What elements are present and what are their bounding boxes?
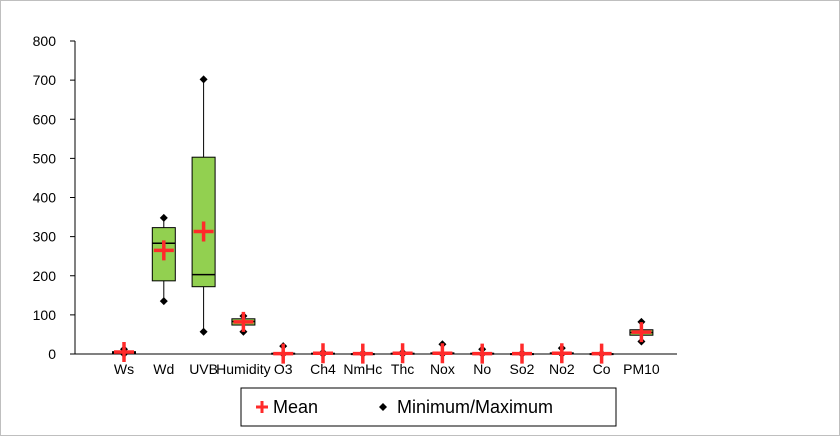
y-tick-label: 300 (33, 229, 57, 245)
legend-minmax-label: Minimum/Maximum (397, 397, 553, 417)
legend-mean-label: Mean (273, 397, 318, 417)
x-tick-label: So2 (510, 361, 535, 377)
mean-marker (114, 342, 134, 363)
mean-marker (313, 343, 333, 364)
mean-marker (591, 343, 612, 364)
x-tick-label: Thc (391, 361, 414, 377)
min-marker (199, 327, 208, 336)
mean-marker (352, 343, 373, 364)
legend-box (240, 387, 617, 427)
x-tick-label: Nox (430, 361, 455, 377)
x-tick-label: Wd (153, 361, 174, 377)
mean-marker (153, 240, 174, 261)
y-tick-label: 600 (33, 111, 57, 127)
mean-marker (472, 343, 493, 364)
mean-marker (512, 343, 532, 364)
y-tick-label: 500 (33, 150, 57, 166)
x-tick-label: O3 (274, 361, 293, 377)
mean-marker (551, 343, 572, 364)
y-tick-label: 700 (33, 72, 57, 88)
x-tick-label: No2 (549, 361, 575, 377)
min-marker (159, 297, 168, 306)
legend-mean-marker (256, 401, 268, 413)
y-tick-label: 100 (33, 307, 57, 323)
mean-marker (233, 311, 254, 332)
mean-marker (193, 221, 214, 242)
max-marker (199, 75, 208, 84)
y-tick-label: 0 (48, 346, 56, 362)
x-tick-label: Ch4 (310, 361, 336, 377)
legend-minmax-marker (379, 403, 387, 411)
x-tick-label: Co (593, 361, 611, 377)
x-tick-label: Humidity (216, 361, 270, 377)
y-tick-label: 200 (33, 268, 57, 284)
x-tick-label: NmHc (343, 361, 382, 377)
x-tick-label: Ws (114, 361, 134, 377)
mean-marker (392, 343, 413, 364)
mean-marker (432, 343, 453, 364)
x-tick-label: No (473, 361, 491, 377)
x-tick-label: UVB (189, 361, 218, 377)
y-tick-label: 400 (33, 190, 57, 206)
y-tick-label: 800 (33, 33, 57, 49)
x-tick-label: PM10 (623, 361, 660, 377)
max-marker (159, 213, 168, 222)
max-marker (637, 317, 646, 326)
mean-marker (631, 322, 652, 343)
mean-marker (273, 343, 294, 364)
